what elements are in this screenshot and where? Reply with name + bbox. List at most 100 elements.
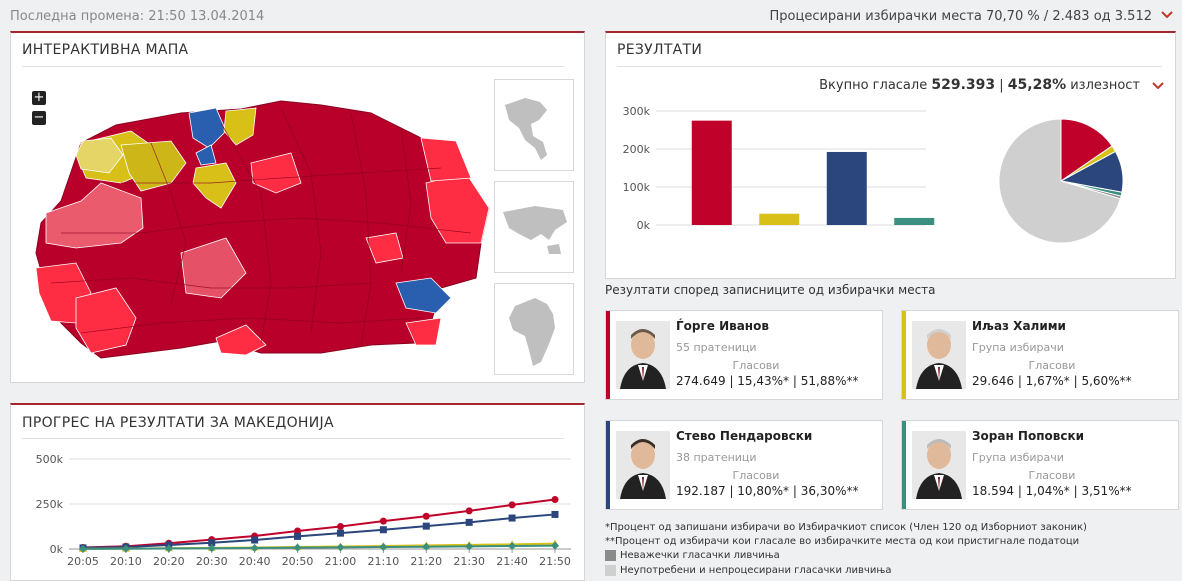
map-region [215, 324, 267, 356]
x-tick-label: 21:20 [410, 555, 442, 568]
data-point [294, 532, 302, 540]
total-votes-summary: Вкупно гласале 529.393 | 45,28% излезнос… [819, 77, 1140, 93]
candidate-pct-votes: 5,60%** [1081, 374, 1132, 388]
chevron-down-icon[interactable] [1160, 8, 1174, 22]
bar [826, 151, 867, 225]
map-region [250, 152, 302, 194]
data-point [508, 501, 516, 509]
votes-pie-chart [998, 118, 1124, 244]
map-panel-title: ИНТЕРАКТИВНА МАПА [22, 42, 189, 58]
divider [22, 438, 564, 439]
y-tick-label: 0k [637, 219, 651, 232]
x-tick-label: 21:30 [453, 555, 485, 568]
x-tick-label: 20:50 [282, 555, 314, 568]
zoom-out-button[interactable]: − [32, 110, 46, 125]
africa-map-icon [509, 298, 555, 366]
turnout-label: излезност [1070, 78, 1140, 93]
candidate-color-bar [606, 311, 610, 399]
candidate-party: Група избирачи [972, 341, 1064, 354]
data-point [379, 517, 387, 525]
map-region [195, 144, 217, 166]
candidate-votes: 29.646 [972, 374, 1014, 388]
legend-invalid: Неважечки гласачки ливчиња [620, 550, 780, 561]
data-point [422, 542, 431, 551]
map-region [75, 287, 137, 354]
candidate-color-bar [902, 311, 906, 399]
progress-panel: ПРОГРЕС НА РЕЗУЛТАТИ ЗА МАКЕДОНИЈА 0k 250… [10, 403, 585, 581]
candidate-card[interactable]: Зоран Поповски Група избирачи Гласови 18… [901, 420, 1179, 510]
data-point [422, 512, 430, 520]
top-status-bar: Последна промена: 21:50 13.04.2014 Проце… [0, 0, 1182, 32]
candidate-pct-registered: 1,04%* [1025, 484, 1070, 498]
bar [691, 120, 732, 225]
map-region [188, 107, 227, 149]
candidate-card[interactable]: Ѓорге Иванов 55 пратеници Гласови 274.64… [605, 310, 883, 400]
data-point [551, 541, 559, 550]
candidate-pct-registered: 10,80%* [737, 484, 790, 498]
total-votes-value: 529.393 [931, 77, 996, 93]
x-tick-label: 21:00 [325, 555, 357, 568]
data-point [208, 539, 216, 547]
candidate-color-bar [606, 421, 610, 509]
candidate-pct-registered: 1,67%* [1025, 374, 1070, 388]
data-point [379, 526, 387, 534]
zoom-in-button[interactable]: + [32, 90, 46, 105]
candidate-results: 192.187 | 10,80%* | 36,30%** [676, 484, 859, 498]
region-asia-button[interactable] [494, 181, 574, 273]
y-tick-label: 250k [36, 498, 64, 511]
footnote-voted: **Процент од избирачи кои гласале во изб… [605, 536, 1080, 547]
candidate-name: Зоран Поповски [972, 429, 1085, 443]
y-tick-label: 0k [50, 543, 64, 556]
candidate-card[interactable]: Стево Пендаровски 38 пратеници Гласови 1… [605, 420, 883, 510]
map-region [223, 107, 257, 146]
votes-bar-chart: 0k 100k 200k 300k [623, 105, 935, 232]
data-point [121, 544, 130, 553]
results-panel-title: РЕЗУЛТАТИ [617, 42, 703, 58]
pie-slice [1060, 118, 1113, 182]
pie-slice [998, 118, 1122, 244]
data-point [465, 542, 474, 551]
candidate-card[interactable]: Иљаз Халими Група избирачи Гласови 29.64… [901, 310, 1179, 400]
map-region [405, 317, 442, 346]
results-panel: РЕЗУЛТАТИ Вкупно гласале 529.393 | 45,28… [605, 31, 1176, 279]
macedonia-map[interactable] [21, 83, 491, 373]
votes-label: Гласови [1028, 469, 1076, 482]
data-point [164, 544, 173, 553]
progress-line-chart: 0k 250k 500k 20:05 20:10 20:20 20:30 20:40 20:50… [36, 453, 571, 568]
data-point [465, 518, 473, 526]
x-tick-label: 20:40 [239, 555, 271, 568]
candidate-votes: 192.187 [676, 484, 726, 498]
total-votes-label: Вкупно гласале [819, 78, 928, 93]
x-tick-label: 21:50 [539, 555, 571, 568]
candidate-photo [616, 321, 670, 389]
bar [894, 217, 935, 225]
americas-map-icon [505, 98, 547, 160]
legend-swatch-unused [605, 565, 616, 576]
candidate-results: 29.646 | 1,67%* | 5,60%** [972, 374, 1132, 388]
candidate-name: Ѓорге Иванов [676, 319, 769, 333]
region-americas-button[interactable] [494, 79, 574, 171]
data-point [551, 496, 559, 503]
y-tick-label: 300k [623, 105, 651, 118]
x-tick-label: 20:05 [67, 555, 99, 568]
data-point [422, 522, 430, 530]
divider [22, 66, 564, 67]
map-region [395, 277, 452, 314]
y-tick-label: 200k [623, 143, 651, 156]
region-africa-button[interactable] [494, 283, 574, 375]
candidate-photo [912, 321, 966, 389]
candidate-name: Стево Пендаровски [676, 429, 813, 443]
data-point [250, 543, 259, 552]
series-line [82, 544, 556, 550]
map-region [45, 182, 144, 249]
data-point [508, 542, 517, 551]
data-point [294, 527, 302, 535]
map-region [75, 137, 124, 174]
candidate-color-bar [902, 421, 906, 509]
legend-unused: Неупотребени и непроцесирани гласачки ли… [620, 565, 892, 576]
summary-separator: | [999, 78, 1004, 93]
chevron-down-icon[interactable] [1151, 79, 1165, 93]
candidate-party: 38 пратеници [676, 451, 757, 464]
data-point [207, 544, 216, 553]
candidate-pct-votes: 36,30%** [800, 484, 859, 498]
